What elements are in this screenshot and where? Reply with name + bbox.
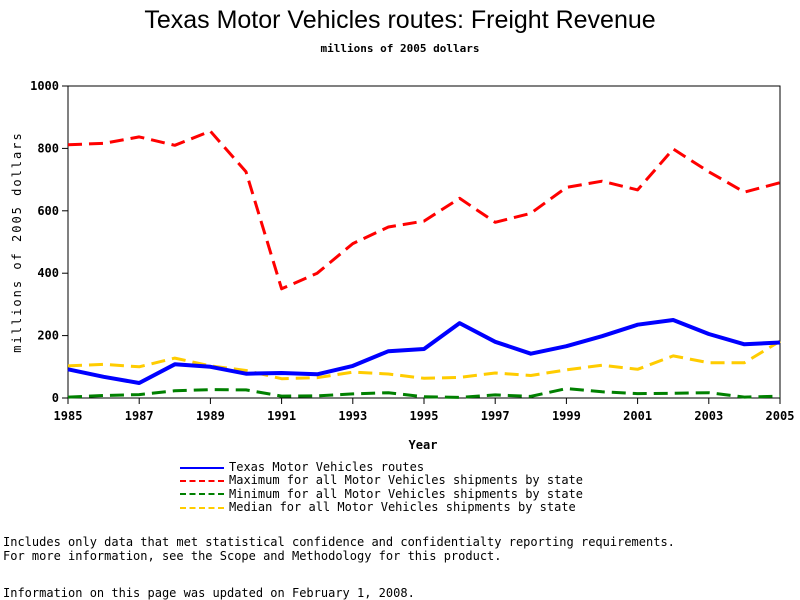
updated-note: Information on this page was updated on … — [3, 586, 415, 600]
y-tick-label: 1000 — [30, 79, 59, 93]
y-axis-label: millions of 2005 dollars — [10, 131, 24, 352]
legend-swatch — [180, 466, 224, 469]
legend-label: Median for all Motor Vehicles shipments … — [229, 500, 576, 515]
x-tick-label: 1993 — [338, 409, 367, 423]
x-tick-label: 1995 — [410, 409, 439, 423]
legend-label: Texas Motor Vehicles routes — [229, 460, 425, 475]
legend-item: Maximum for all Motor Vehicles shipments… — [180, 474, 583, 487]
chart-series — [67, 129, 781, 399]
x-tick-label: 1989 — [196, 409, 225, 423]
footnote-line-2: For more information, see the Scope and … — [3, 549, 502, 563]
chart-subtitle: millions of 2005 dollars — [320, 42, 480, 55]
legend-label: Minimum for all Motor Vehicles shipments… — [229, 486, 584, 501]
x-axis-label: Year — [409, 438, 438, 452]
legend-swatch — [180, 479, 224, 482]
x-tick-label: 1985 — [54, 409, 83, 423]
legend-item: Minimum for all Motor Vehicles shipments… — [180, 486, 584, 501]
y-tick-label: 400 — [37, 266, 59, 280]
legend-swatch — [180, 493, 224, 496]
footnotes: Includes only data that met statistical … — [3, 535, 675, 563]
x-tick-label: 2005 — [766, 409, 795, 423]
x-tick-label: 1999 — [552, 409, 581, 423]
x-tick-label: 1987 — [125, 409, 154, 423]
chart-axes: 0 200 400 600 800 1000 1985 1987 1989 1991 1993 199… — [30, 79, 794, 423]
x-tick-label: 1991 — [267, 409, 296, 423]
line-chart: 0 200 400 600 800 1000 1985 1987 1989 1991 1993 199… — [10, 79, 794, 452]
x-tick-label: 2001 — [623, 409, 652, 423]
y-tick-label: 0 — [52, 391, 59, 405]
y-tick-label: 200 — [37, 329, 59, 343]
series-line-4 — [67, 339, 781, 381]
y-tick-label: 800 — [37, 141, 59, 155]
legend-item: Median for all Motor Vehicles shipments … — [180, 501, 583, 514]
y-tick-label: 600 — [37, 204, 59, 218]
series-line-1 — [67, 318, 781, 385]
legend-item: Texas Motor Vehicles routes — [180, 461, 583, 474]
series-line-2 — [67, 129, 781, 291]
legend-swatch — [180, 506, 224, 509]
plot-frame — [67, 85, 781, 399]
x-tick-label: 2003 — [694, 409, 723, 423]
footnote-line-1: Includes only data that met statistical … — [3, 535, 675, 549]
chart-title: Texas Motor Vehicles routes: Freight Rev… — [144, 6, 656, 34]
series-line-3 — [67, 387, 781, 399]
x-tick-label: 1997 — [481, 409, 510, 423]
chart-legend: Texas Motor Vehicles routes Maximum for a… — [180, 461, 583, 514]
legend-label: Maximum for all Motor Vehicles shipments… — [229, 473, 584, 488]
